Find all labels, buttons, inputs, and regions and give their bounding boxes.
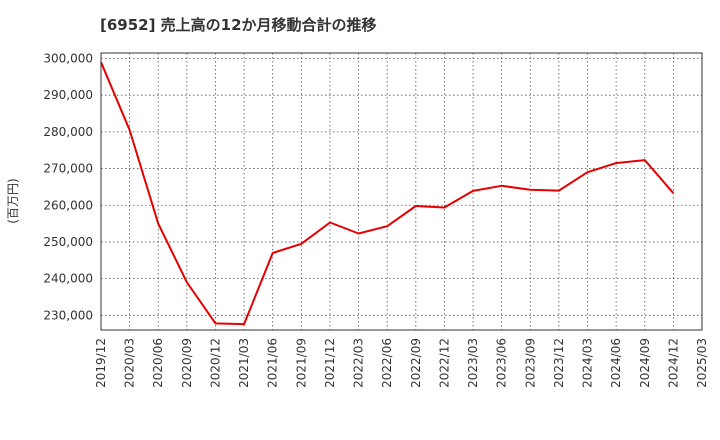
x-tick-label: 2021/03 <box>237 338 251 388</box>
series-layer <box>100 61 675 326</box>
x-tick-label: 2020/03 <box>123 338 137 388</box>
x-tick-label: 2024/09 <box>638 338 652 388</box>
x-tick-label: 2021/12 <box>323 338 337 388</box>
x-tick-label: 2022/09 <box>409 338 423 388</box>
y-tick-label: 300,000 <box>43 52 93 66</box>
y-tick-label: 290,000 <box>43 88 93 102</box>
x-tick-label: 2020/09 <box>180 338 194 388</box>
chart-title: [6952] 売上高の12か月移動合計の推移 <box>100 16 377 34</box>
x-tick-label: 2019/12 <box>94 338 108 388</box>
x-tick-label: 2023/12 <box>552 338 566 388</box>
x-tick-label: 2022/12 <box>437 338 451 388</box>
y-tick-label: 280,000 <box>43 125 93 139</box>
grid <box>101 53 702 330</box>
x-axis-ticks: 2019/12 2020/03 2020/06 2020/09 2020/12 2021/… <box>94 338 709 388</box>
y-tick-label: 240,000 <box>43 272 93 286</box>
y-axis-ticks: 230,000 240,000 250,000 260,000 270,000 280,0… <box>43 52 93 323</box>
x-tick-label: 2025/03 <box>695 338 709 388</box>
x-tick-label: 2021/06 <box>266 338 280 388</box>
y-tick-label: 260,000 <box>43 198 93 212</box>
x-tick-label: 2022/03 <box>352 338 366 388</box>
x-tick-label: 2023/06 <box>495 338 509 388</box>
x-tick-label: 2024/12 <box>666 338 680 388</box>
plot-frame <box>100 52 703 331</box>
y-tick-label: 230,000 <box>43 308 93 322</box>
x-tick-label: 2024/03 <box>581 338 595 388</box>
x-tick-label: 2021/09 <box>294 338 308 388</box>
y-tick-label: 250,000 <box>43 235 93 249</box>
x-tick-label: 2023/09 <box>523 338 537 388</box>
x-tick-label: 2023/03 <box>466 338 480 388</box>
x-tick-label: 2024/06 <box>609 338 623 388</box>
y-axis-label: (百万円) <box>6 178 20 223</box>
x-tick-label: 2020/12 <box>208 338 222 388</box>
y-tick-label: 270,000 <box>43 162 93 176</box>
x-tick-label: 2020/06 <box>151 338 165 388</box>
x-tick-label: 2022/06 <box>380 338 394 388</box>
